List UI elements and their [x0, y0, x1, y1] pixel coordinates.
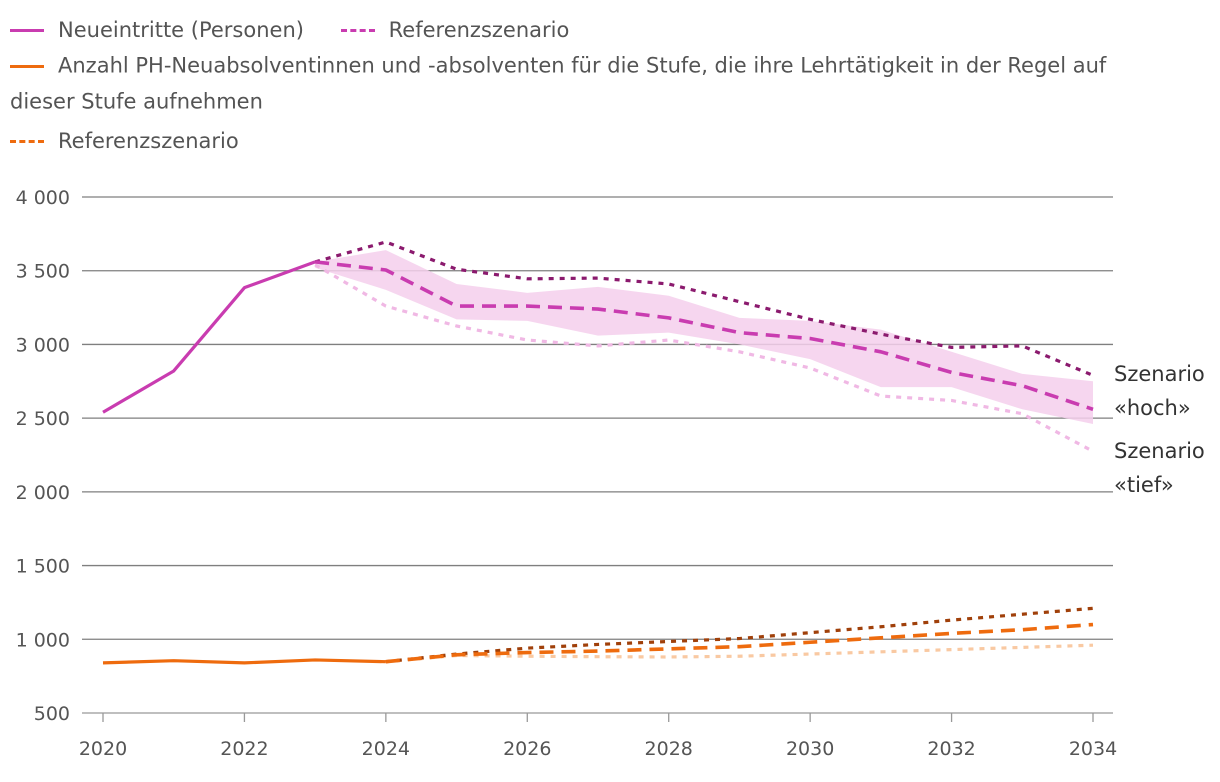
y-tick-label: 2 000: [16, 482, 70, 504]
legend-swatch-magenta-dash: [340, 29, 375, 32]
scenario-annotation: Szenario: [1114, 439, 1205, 463]
scenario-annotation: Szenario: [1114, 362, 1205, 386]
legend-label: Referenzszenario: [388, 18, 570, 42]
y-tick-label: 3 000: [16, 334, 70, 356]
legend-swatch-orange-dash: [10, 140, 44, 143]
legend-item-referenzszenario-magenta[interactable]: Referenzszenario: [340, 13, 570, 48]
x-tick-label: 2024: [362, 738, 410, 760]
y-tick-label: 500: [34, 703, 70, 725]
legend-label: Anzahl PH-Neuabsolventinnen und -absolve…: [10, 53, 1107, 114]
legend-label: Neueintritte (Personen): [58, 18, 304, 42]
series-line-szenario-tief-ph-neuabsolventen: [385, 643, 1094, 664]
series-line-szenario-hoch-ph-neuabsolventen: [385, 606, 1094, 664]
legend-swatch-orange-solid: [10, 64, 44, 68]
x-tick-label: 2034: [1069, 738, 1117, 760]
scenario-annotation: «tief»: [1114, 473, 1174, 497]
legend: Neueintritte (Personen) Referenzszenario…: [10, 8, 1160, 159]
scenario-annotation: «hoch»: [1114, 396, 1191, 420]
legend-label: Referenzszenario: [58, 129, 239, 153]
series-line-szenario-tief-neueintritte: [314, 263, 1094, 453]
series-line-anzahl-ph-neuabsolventinnen-und-absolventen: [102, 658, 386, 665]
y-tick-label: 3 500: [16, 261, 70, 283]
series-line-referenzszenario: [314, 260, 1094, 412]
y-tick-label: 1 500: [16, 556, 70, 578]
legend-item-ph-neuabsolventen[interactable]: Anzahl PH-Neuabsolventinnen und -absolve…: [10, 48, 1160, 119]
series-line-szenario-hoch-neueintritte: [314, 240, 1094, 377]
legend-item-neueintritte[interactable]: Neueintritte (Personen): [10, 13, 304, 48]
legend-item-referenzszenario-orange[interactable]: Referenzszenario: [10, 124, 239, 159]
y-tick-label: 4 000: [16, 187, 70, 209]
legend-swatch-magenta-solid: [10, 29, 44, 32]
x-tick-label: 2028: [645, 738, 693, 760]
y-tick-label: 2 500: [16, 408, 70, 430]
uncertainty-band: [315, 250, 1094, 425]
x-tick-label: 2032: [927, 738, 975, 760]
series-line-neueintritte-personen: [102, 260, 316, 414]
x-tick-label: 2026: [503, 738, 551, 760]
series-line-referenzszenario: [385, 622, 1094, 664]
x-tick-label: 2030: [786, 738, 834, 760]
x-tick-label: 2020: [79, 738, 127, 760]
y-tick-label: 1 000: [16, 629, 70, 651]
x-tick-label: 2022: [220, 738, 268, 760]
